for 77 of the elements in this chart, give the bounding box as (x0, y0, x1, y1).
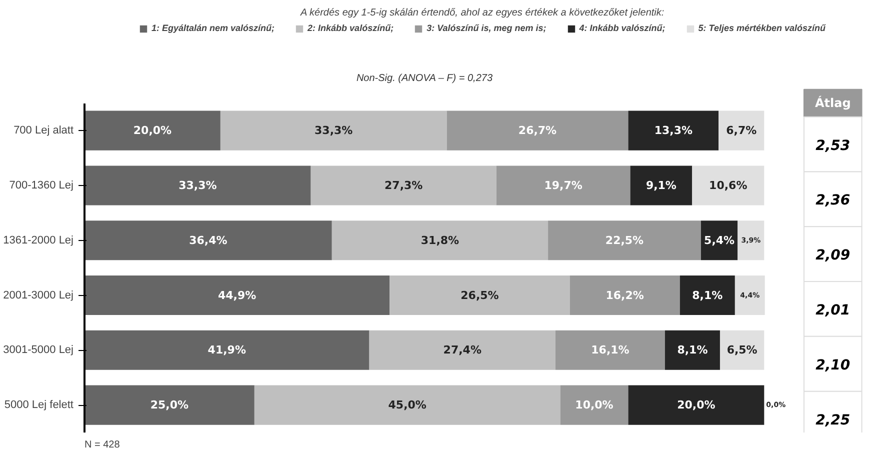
data-label: 19,7% (544, 178, 582, 192)
data-label: 26,5% (460, 288, 499, 302)
text: N = 428 (84, 440, 120, 450)
chart-title: A kérdés egy 1-5-ig skálán értendő, ahol az egyes értékek a következőket jelentik: (299, 8, 664, 18)
data-label: 9,1% (646, 178, 676, 192)
text: 2,36 (816, 192, 850, 209)
data-label: 44,9% (218, 288, 256, 302)
bar (84, 166, 311, 206)
bar (390, 275, 570, 316)
data-label: 27,4% (443, 344, 482, 357)
data-label: 31,8% (420, 234, 460, 247)
bar (220, 110, 447, 150)
bar (718, 110, 764, 150)
data-label: 10,6% (709, 178, 748, 192)
data-label: 16,2% (606, 288, 644, 302)
text: 2,25 (816, 412, 850, 428)
data-label: 8,1% (677, 344, 708, 357)
legend-label: 3: Valószínű is, meg nem is; (426, 23, 546, 33)
bar (700, 220, 738, 260)
text: 2,53 (816, 138, 850, 154)
bar (628, 385, 764, 425)
data-label: 6,7% (726, 124, 757, 138)
data-label: 26,7% (518, 124, 557, 138)
text: 2,01 (816, 302, 850, 318)
bar (556, 330, 665, 370)
legend-label: 2: Inkább valószínű; (308, 23, 394, 33)
bar (84, 330, 370, 370)
data-label: 33,3% (314, 124, 353, 138)
bar (84, 110, 220, 150)
data-label: 13,3% (654, 124, 693, 138)
bar (254, 385, 560, 425)
data-label: 10,0% (575, 398, 614, 412)
bar (496, 166, 630, 206)
y-tick-label: 700 Lej alatt (14, 124, 74, 137)
bar (628, 110, 719, 150)
bar (680, 275, 735, 316)
data-label: 22,5% (605, 234, 644, 247)
bar (560, 385, 628, 425)
legend-label: 1: Egyáltalán nem valószínű; (152, 23, 275, 33)
data-label: 8,1% (692, 288, 723, 302)
y-tick-label: 3001-5000 Lej (3, 344, 74, 356)
data-label: 5,4% (704, 234, 735, 247)
bar (630, 166, 692, 206)
bar (84, 385, 254, 425)
y-tick-label: 700-1360 Lej (9, 179, 74, 192)
text: 2,09 (816, 248, 850, 264)
bar (446, 110, 628, 150)
bar (548, 220, 701, 260)
y-tick-label: 5000 Lej felett (4, 399, 74, 412)
bar (332, 220, 548, 260)
bar (369, 330, 556, 370)
bar (692, 166, 764, 206)
y-tick-label: 1361-2000 Lej (3, 234, 74, 246)
data-label: 20,0% (133, 124, 172, 138)
bar (738, 220, 764, 260)
bar (84, 275, 390, 316)
chart-subtitle: Non-Sig. (ANOVA – F) = 0,273 (356, 72, 493, 84)
data-label: 20,0% (677, 398, 716, 412)
data-label: 45,0% (388, 398, 426, 412)
bar (84, 220, 332, 260)
data-label: 25,0% (150, 398, 189, 412)
data-label: 41,9% (208, 344, 246, 357)
bar (720, 330, 764, 370)
bar (310, 166, 496, 206)
data-label: 33,3% (178, 178, 217, 192)
bar (664, 330, 720, 370)
data-label: 36,4% (189, 234, 228, 247)
data-label: 16,1% (591, 344, 630, 357)
data-label: 6,5% (726, 344, 758, 357)
legend-label: 5: Teljes mértékben valószínű (698, 23, 826, 33)
bar (734, 275, 765, 316)
y-tick-label: 2001-3000 Lej (3, 289, 74, 302)
bar (570, 275, 680, 316)
legend-label: 4: Inkább valószínű; (579, 23, 666, 33)
data-label: 27,3% (384, 178, 423, 192)
text: Átlag (814, 95, 851, 110)
text: 2,10 (816, 357, 850, 374)
